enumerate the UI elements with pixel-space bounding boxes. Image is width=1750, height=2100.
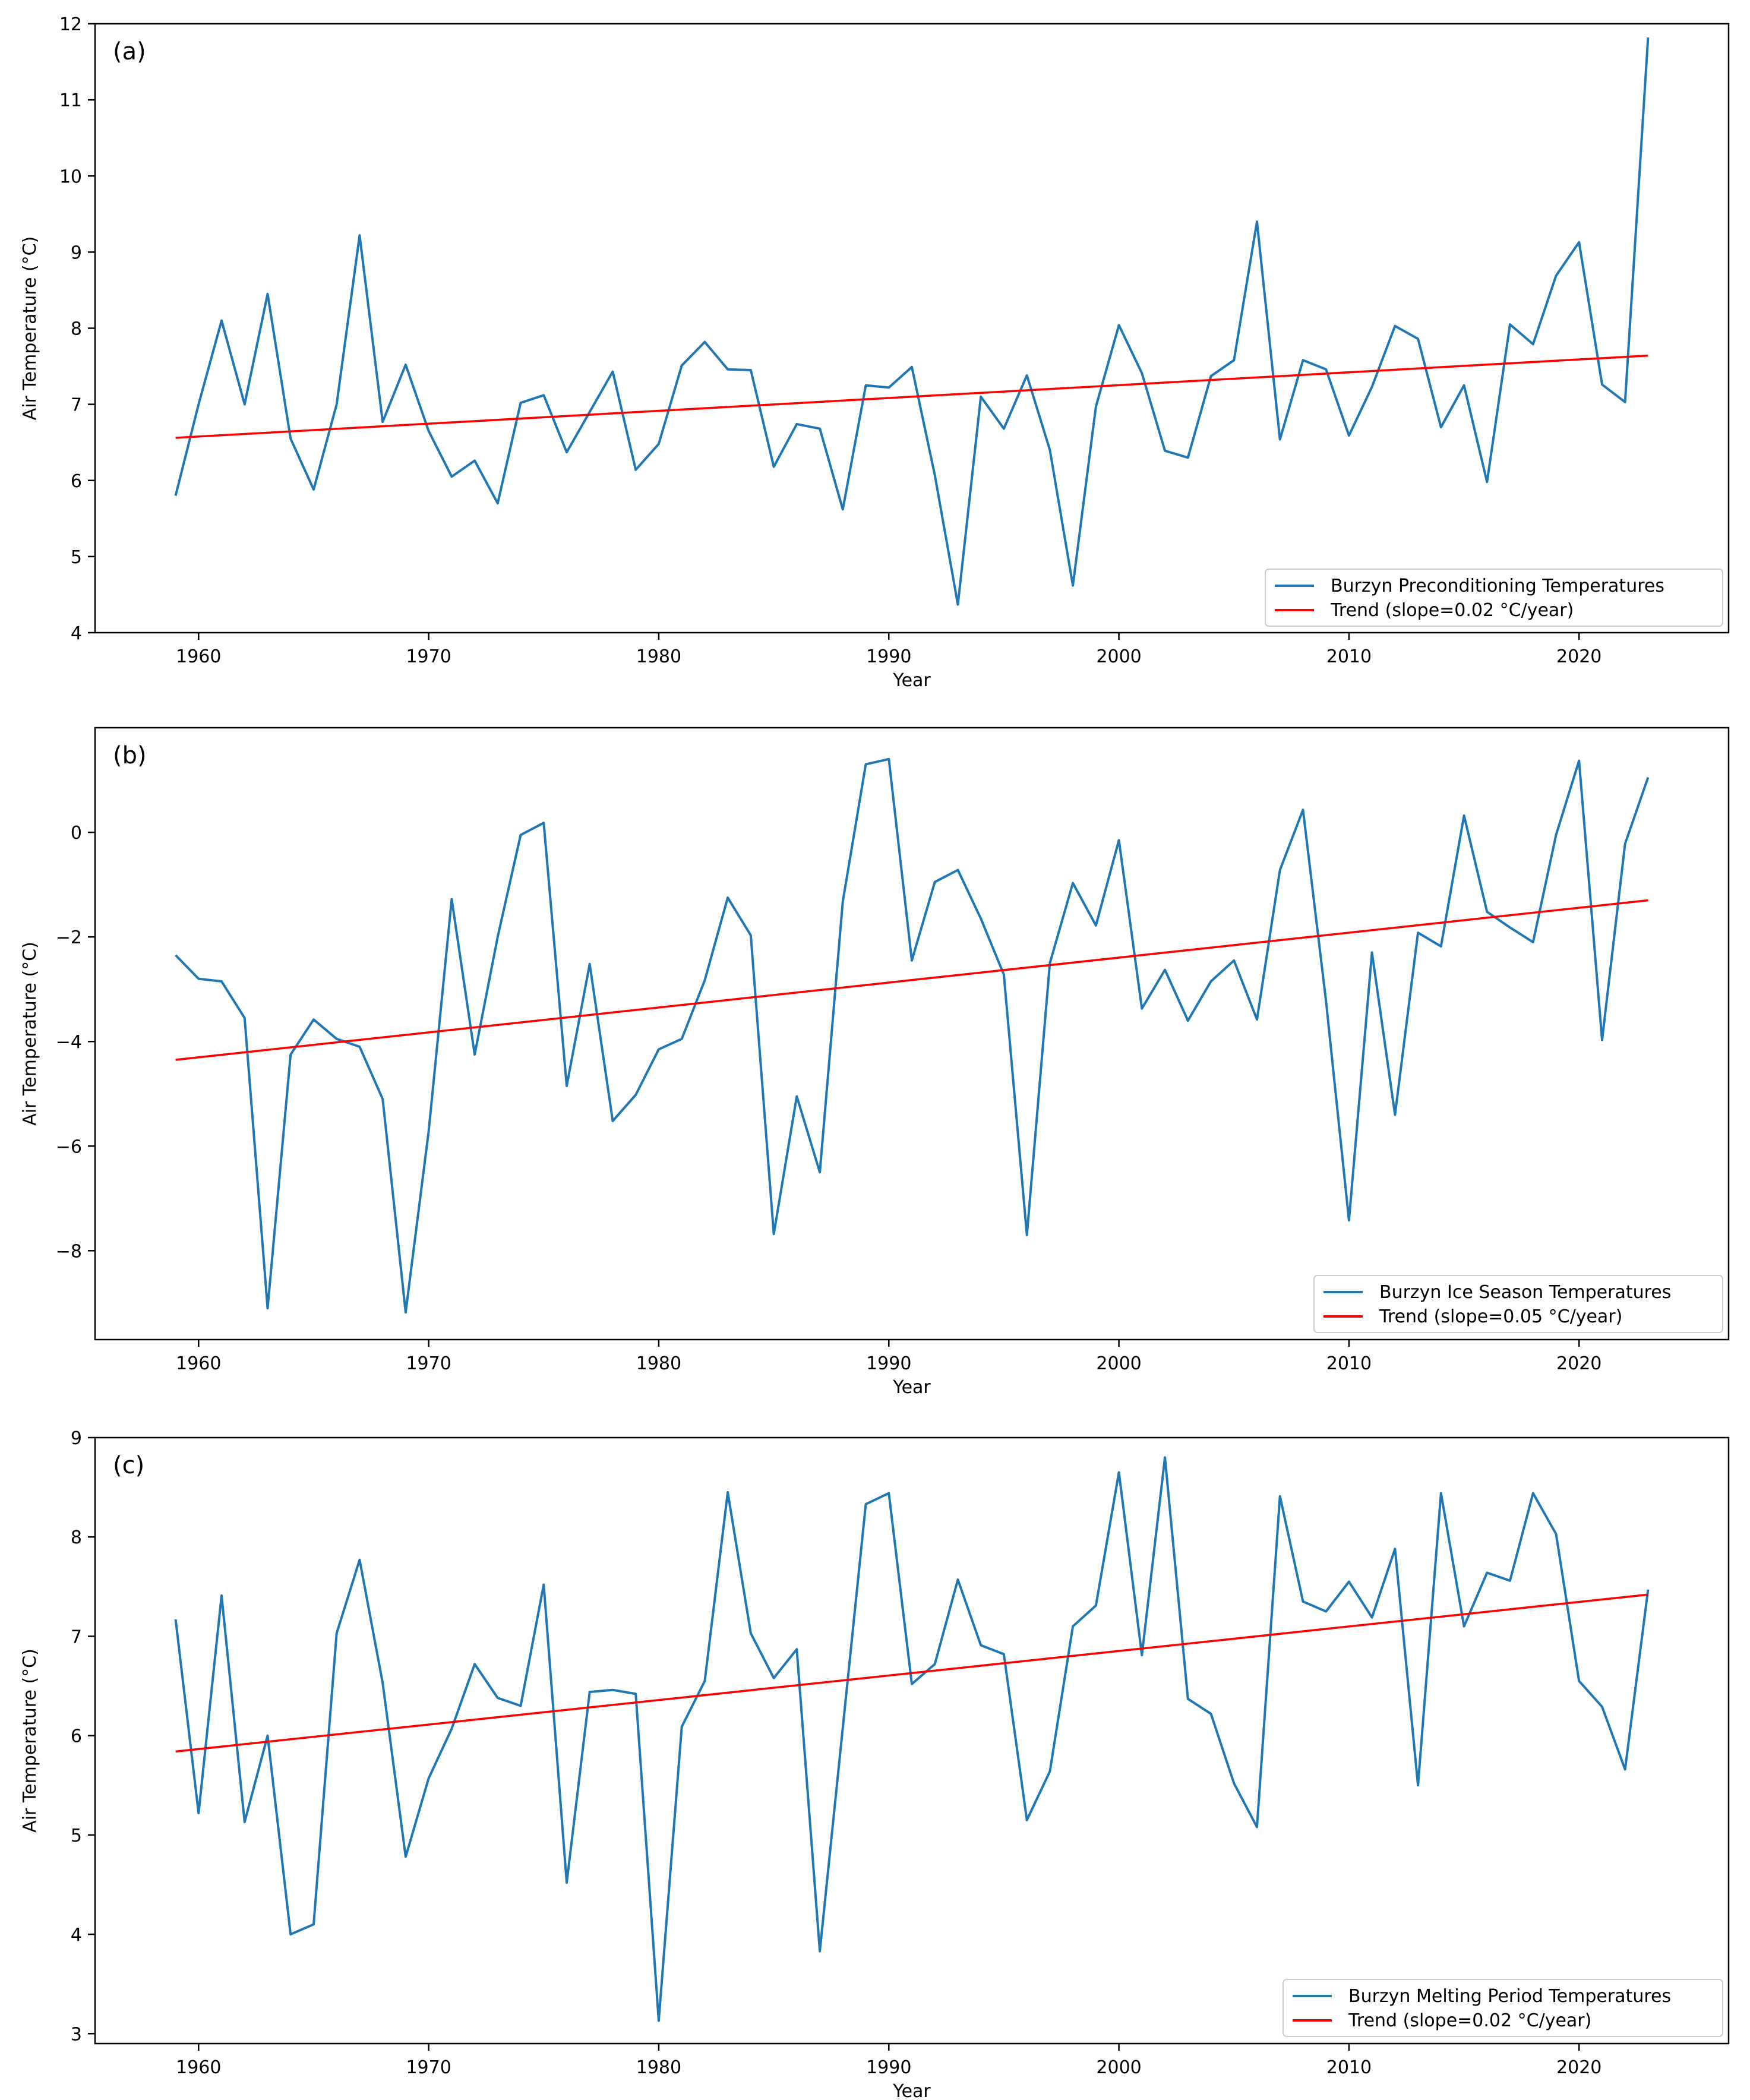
- y-tick-label: 12: [59, 14, 82, 35]
- y-tick-label: 11: [59, 90, 82, 111]
- y-tick-label: 8: [71, 1527, 82, 1548]
- legend-box: [1265, 569, 1723, 627]
- plot-frame: [94, 23, 1730, 634]
- legend-trend-label: Trend (slope=0.02 °C/year): [1348, 2010, 1591, 2031]
- y-tick-label: −8: [56, 1241, 82, 1262]
- y-tick-label: −6: [56, 1136, 82, 1157]
- legend-box: [1313, 1275, 1723, 1333]
- x-tick-label: 1990: [866, 2057, 911, 2078]
- x-tick-label: 1980: [636, 646, 681, 667]
- x-axis-title: Year: [892, 2081, 931, 2100]
- y-tick-label: 4: [71, 1925, 82, 1946]
- x-tick-label: 1960: [176, 2057, 221, 2078]
- y-tick-label: −2: [56, 927, 82, 948]
- y-tick-label: 9: [71, 1428, 82, 1449]
- legend: Burzyn Ice Season Temperatures Trend (slo…: [1313, 1275, 1723, 1333]
- temperature-series-line: [174, 37, 1650, 606]
- x-tick-label: 2020: [1556, 646, 1601, 667]
- x-axis-title: Year: [892, 670, 931, 691]
- plot-frame: [94, 727, 1730, 1341]
- y-tick-label: 6: [71, 471, 82, 492]
- panel-label: (b): [113, 742, 147, 769]
- y-tick-label: 6: [71, 1726, 82, 1747]
- panel-label: (a): [113, 38, 146, 65]
- y-tick-label: −4: [56, 1032, 82, 1053]
- temperature-series-line: [175, 757, 1650, 1314]
- x-tick-label: 1970: [406, 2057, 451, 2078]
- y-tick-label: 5: [71, 1826, 82, 1846]
- plot-frame: [94, 1436, 1730, 2045]
- y-axis-title: Air Temperature (°C): [20, 942, 40, 1126]
- trend-line: [175, 1593, 1648, 1753]
- y-tick-label: 9: [71, 242, 82, 263]
- y-tick-label: 4: [71, 623, 82, 644]
- x-tick-label: 1960: [176, 1353, 221, 1374]
- legend-box: [1283, 1979, 1723, 2037]
- legend-trend-label: Trend (slope=0.02 °C/year): [1330, 600, 1574, 621]
- y-tick-label: 0: [71, 823, 82, 844]
- x-axis-title: Year: [892, 1377, 931, 1398]
- y-axis-title: Air Temperature (°C): [20, 236, 40, 421]
- x-tick-label: 1970: [406, 1353, 451, 1374]
- x-tick-label: 2010: [1326, 646, 1372, 667]
- temperature-series-line: [174, 1456, 1650, 2022]
- x-tick-label: 1990: [866, 1353, 911, 1374]
- x-tick-label: 2000: [1096, 2057, 1141, 2078]
- y-tick-label: 10: [59, 166, 82, 187]
- y-tick-label: 7: [71, 395, 82, 416]
- chart-panel-0: 1960 1970 1980 1990 2000 2010 2020 4 5 6 7 8 9 10 11 12…: [20, 14, 1730, 691]
- trend-line: [175, 899, 1648, 1061]
- legend-series-label: Burzyn Preconditioning Temperatures: [1331, 576, 1664, 596]
- legend-series-label: Burzyn Ice Season Temperatures: [1379, 1282, 1671, 1303]
- y-tick-label: 3: [71, 2024, 82, 2045]
- x-tick-label: 2000: [1096, 646, 1141, 667]
- x-tick-label: 1960: [176, 646, 221, 667]
- legend: Burzyn Melting Period Temperatures Trend …: [1283, 1979, 1723, 2037]
- x-tick-label: 2020: [1556, 2057, 1601, 2078]
- legend-trend-label: Trend (slope=0.05 °C/year): [1379, 1306, 1622, 1327]
- x-tick-label: 1970: [406, 646, 451, 667]
- legend: Burzyn Preconditioning Temperatures Trend…: [1265, 569, 1723, 627]
- chart-panel-2: 1960 1970 1980 1990 2000 2010 2020 3 4 5 6 7 8 9 Year A…: [20, 1428, 1730, 2100]
- y-tick-label: 7: [71, 1627, 82, 1647]
- legend-series-label: Burzyn Melting Period Temperatures: [1348, 1986, 1671, 2007]
- x-tick-label: 1990: [866, 646, 911, 667]
- x-tick-label: 1980: [636, 2057, 681, 2078]
- panel-label: (c): [113, 1452, 144, 1479]
- chart-panel-1: 1960 1970 1980 1990 2000 2010 2020 −8 −6 −4 −2 0 Yea…: [20, 727, 1730, 1398]
- x-tick-label: 2000: [1096, 1353, 1141, 1374]
- y-axis-title: Air Temperature (°C): [20, 1649, 40, 1833]
- x-tick-label: 2010: [1326, 1353, 1372, 1374]
- y-tick-label: 5: [71, 547, 82, 568]
- trend-line: [175, 354, 1648, 439]
- x-tick-label: 2010: [1326, 2057, 1372, 2078]
- x-tick-label: 2020: [1556, 1353, 1601, 1374]
- x-tick-label: 1980: [636, 1353, 681, 1374]
- y-tick-label: 8: [71, 319, 82, 340]
